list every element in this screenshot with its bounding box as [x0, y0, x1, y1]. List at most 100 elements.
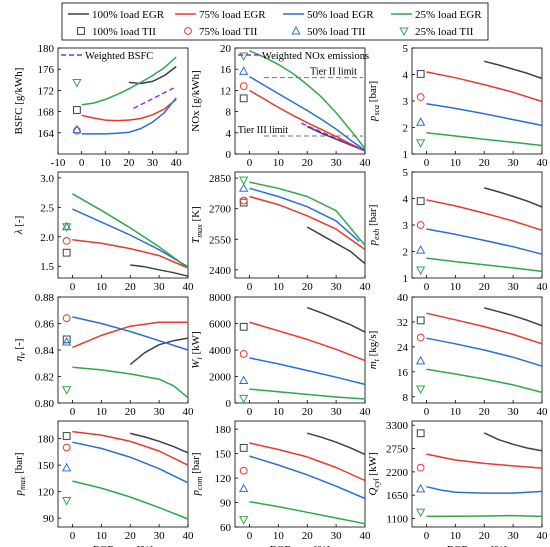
series-line [130, 264, 189, 277]
data-point-marker [416, 355, 426, 365]
x-tick-label: 0 [424, 530, 430, 542]
x-tick-label: 30 [331, 530, 343, 542]
x-tick-label: 20 [479, 406, 491, 418]
series-line [426, 132, 543, 147]
series-line [426, 199, 543, 232]
legend-entry: 75% load EGR [175, 9, 266, 21]
data-point-marker [416, 93, 425, 101]
data-point-marker [62, 237, 71, 245]
x-tick-label: 0 [70, 406, 76, 418]
data-point-marker [239, 516, 249, 525]
y-tick-label: 164 [38, 128, 55, 140]
x-tick-label: 10 [96, 530, 108, 542]
y-tick-label: 0.80 [35, 398, 55, 410]
x-tick-label: 40 [183, 281, 195, 293]
y-tick-label: 3300 [386, 420, 409, 432]
legend-label: 50% load EGR [307, 9, 374, 21]
legend: 100% load EGR 75% load EGR 50% load EGR 25%… [61, 2, 489, 41]
y-tick-label: 180 [38, 434, 55, 446]
reference-line-label: Tier III limit [238, 125, 288, 136]
x-tick-label: 20 [125, 530, 137, 542]
x-tick-label: 10 [450, 157, 462, 169]
x-tick-label: 40 [360, 406, 372, 418]
x-tick-label: 10 [100, 157, 112, 169]
series-line [249, 195, 366, 251]
x-tick-label: 30 [147, 157, 159, 169]
x-tick-label: 10 [273, 157, 285, 169]
y-axis-label: ηv [-] [13, 339, 27, 362]
x-tick-label: 30 [508, 406, 520, 418]
y-tick-label: 1650 [386, 490, 409, 502]
y-axis-label: λ [-] [13, 216, 25, 236]
data-point-marker [62, 248, 71, 257]
data-point-marker [416, 316, 425, 325]
x-tick-label: 40 [360, 530, 372, 542]
y-tick-label: 0.86 [35, 319, 55, 331]
legend-label: 25% load EGR [415, 9, 482, 21]
legend-entry: 50% load EGR [283, 9, 374, 21]
y-tick-label: 2000 [209, 372, 232, 384]
data-point-marker [62, 314, 71, 323]
x-tick-label: 40 [360, 281, 372, 293]
x-axis-label: EGR rate [%] [93, 544, 153, 547]
x-tick-label: 40 [537, 530, 549, 542]
x-tick-label: 30 [331, 157, 343, 169]
series-line [249, 187, 360, 242]
series-line [249, 455, 366, 500]
series-line [426, 257, 543, 273]
data-point-marker [416, 70, 425, 78]
x-tick-label: 40 [537, 281, 549, 293]
y-tick-label: 60 [220, 522, 232, 534]
chart-panel: -10 0 10 20 30 40 164 168 172 176 180 BSFC [g/kWh] W… [13, 43, 189, 169]
x-tick-label: 10 [450, 281, 462, 293]
y-tick-label: 172 [38, 85, 55, 97]
x-tick-label: 30 [154, 281, 166, 293]
series-line [483, 432, 543, 452]
plot-area-frame [411, 420, 543, 528]
y-tick-label: 8 [403, 392, 409, 404]
series-line [72, 193, 189, 269]
y-tick-label: 1.5 [40, 261, 54, 273]
series-line [484, 60, 543, 80]
x-tick-label: 40 [183, 530, 195, 542]
y-tick-label: 4 [403, 194, 409, 206]
y-tick-label: 90 [220, 498, 232, 510]
y-tick-label: 6000 [209, 319, 232, 331]
y-tick-label: 180 [38, 43, 55, 55]
data-point-marker [416, 508, 426, 518]
y-tick-label: 8000 [209, 292, 232, 304]
x-tick-label: 20 [302, 406, 314, 418]
legend-entry: 50% load TII [291, 25, 366, 38]
series-line [72, 208, 189, 268]
series-line [130, 432, 189, 454]
data-point-marker [72, 124, 82, 134]
series-line [128, 66, 177, 85]
y-axis-label: Qcyl [kW] [367, 452, 381, 495]
data-point-marker [62, 443, 71, 452]
y-tick-label: 4 [226, 128, 232, 140]
x-axis-label: EGR rate [%] [447, 544, 507, 547]
plot-area-frame [411, 296, 543, 404]
y-tick-label: 8 [226, 107, 232, 119]
annotation-label: Weighted BSFC [85, 51, 153, 62]
series-line [426, 337, 543, 367]
series-line [306, 226, 366, 265]
legend-marker-swatch [184, 27, 192, 35]
x-tick-label: 10 [273, 281, 285, 293]
legend-marker-swatch [291, 25, 301, 35]
y-tick-label: 180 [215, 424, 232, 436]
y-axis-label: Wi [kW] [190, 331, 204, 368]
data-point-marker [416, 245, 426, 254]
y-tick-label: 0 [226, 149, 232, 161]
y-tick-label: 4 [403, 70, 409, 82]
series-line [81, 97, 177, 135]
y-tick-label: 24 [397, 342, 409, 354]
y-tick-label: 0.84 [35, 345, 55, 357]
series-line [249, 388, 366, 400]
x-tick-label: 30 [154, 406, 166, 418]
legend-label: 75% load EGR [199, 9, 266, 21]
x-tick-label: 0 [247, 281, 253, 293]
chart-panel: 0 10 20 30 40 0 4 8 12 16 20 NOx [g/kWh] Tier II lim… [190, 43, 371, 169]
y-tick-label: 20 [220, 43, 232, 55]
